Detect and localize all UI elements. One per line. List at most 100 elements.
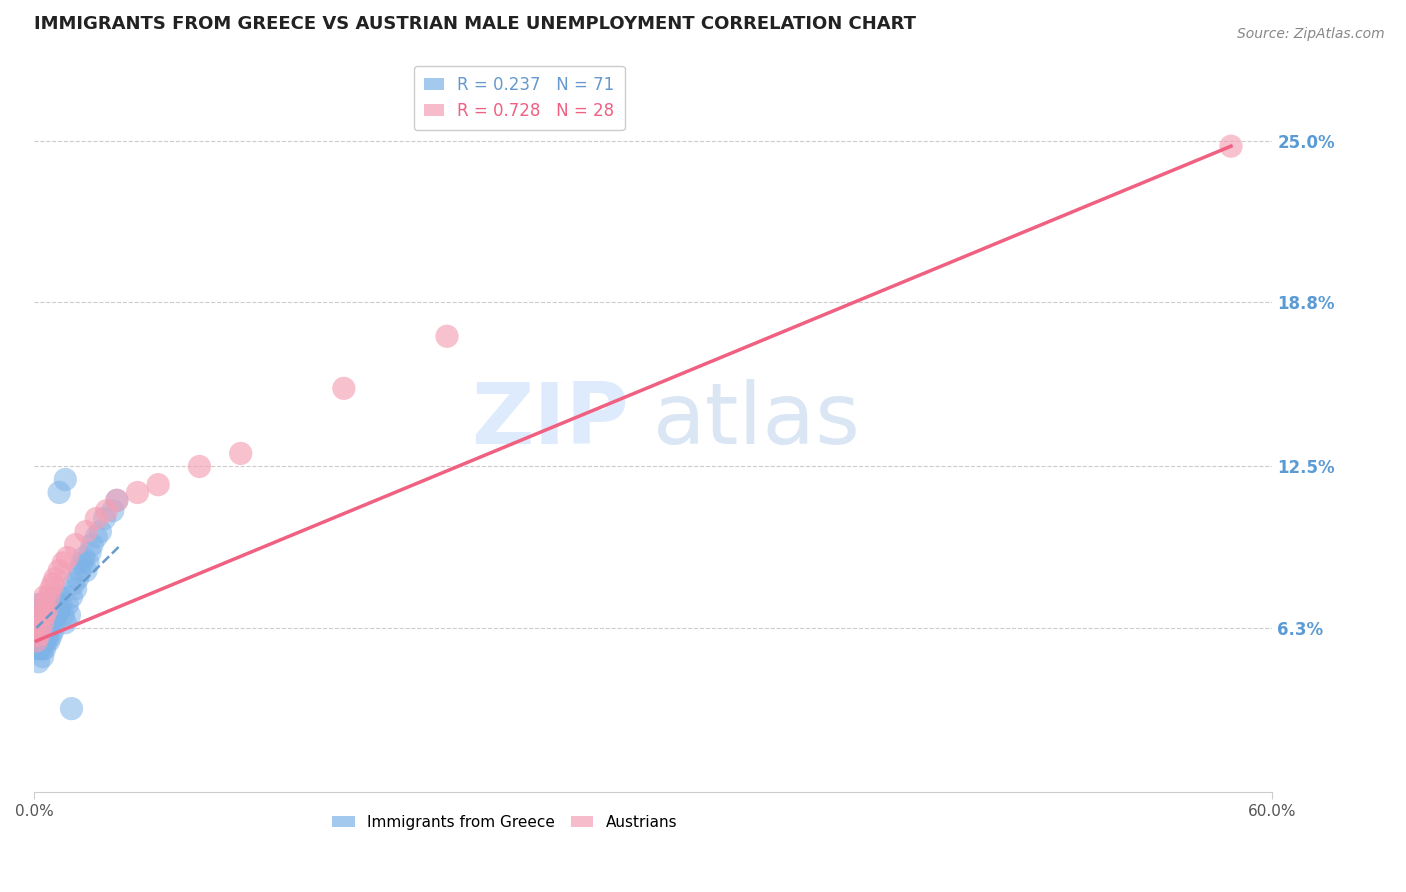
Point [35,615,58,630]
Point [65,538,87,552]
Point [60,701,83,715]
Point [39,629,62,643]
Point [56,598,79,612]
Point [44,590,66,604]
Point [34,603,56,617]
Point [30,621,52,635]
Point [38,590,60,604]
Point [75,564,97,578]
Point [27,629,49,643]
Point [31,615,53,630]
Point [229,446,252,460]
Point [53,473,76,487]
Point [27,655,49,669]
Point [53,615,76,630]
Point [27,634,49,648]
Point [79,545,101,559]
Point [30,598,52,612]
Point [27,624,49,638]
Point [46,607,69,622]
Point [34,624,56,638]
Point [31,649,53,664]
Point [35,603,58,617]
Point [82,538,104,552]
Point [30,607,52,622]
Point [38,624,60,638]
Point [105,493,128,508]
Point [42,624,65,638]
Point [25,629,48,643]
Point [44,571,66,585]
Point [27,629,49,643]
Point [44,603,66,617]
Point [30,607,52,622]
Point [58,607,80,622]
Point [34,641,56,656]
Point [34,634,56,648]
Point [75,524,97,539]
Point [27,641,49,656]
Point [89,524,111,539]
Text: Source: ZipAtlas.com: Source: ZipAtlas.com [1237,27,1385,41]
Text: IMMIGRANTS FROM GREECE VS AUSTRIAN MALE UNEMPLOYMENT CORRELATION CHART: IMMIGRANTS FROM GREECE VS AUSTRIAN MALE … [34,15,917,33]
Point [52,607,75,622]
Point [27,603,49,617]
Point [31,641,53,656]
Point [188,459,211,474]
Point [31,615,53,630]
Text: atlas: atlas [654,379,862,462]
Point [31,598,53,612]
Point [35,603,58,617]
Point [66,571,89,585]
Point [77,556,100,570]
Point [101,504,124,518]
Point [96,504,118,518]
Point [38,615,60,630]
Point [70,556,93,570]
Point [73,550,96,565]
Point [69,564,91,578]
Point [46,598,69,612]
Point [51,598,73,612]
Point [34,615,56,630]
Point [27,598,49,612]
Point [25,634,48,648]
Point [48,485,70,500]
Point [38,634,60,648]
Point [1220,139,1243,153]
Point [84,511,107,525]
Point [93,511,115,525]
Point [65,582,87,596]
Point [30,634,52,648]
Point [30,641,52,656]
Point [52,556,75,570]
Point [39,607,62,622]
Point [48,564,70,578]
Point [39,582,62,596]
Point [30,624,52,638]
Point [42,607,65,622]
Point [48,590,70,604]
Point [27,615,49,630]
Point [39,615,62,630]
Point [105,493,128,508]
Point [27,607,49,622]
Point [48,603,70,617]
Point [436,329,458,343]
Point [42,576,65,591]
Point [34,607,56,622]
Point [31,607,53,622]
Point [25,641,48,656]
Point [56,550,79,565]
Text: ZIP: ZIP [471,379,628,462]
Point [30,629,52,643]
Point [44,615,66,630]
Point [60,590,83,604]
Point [35,629,58,643]
Point [35,634,58,648]
Point [34,590,56,604]
Point [31,634,53,648]
Point [333,381,356,395]
Legend: Immigrants from Greece, Austrians: Immigrants from Greece, Austrians [326,809,683,837]
Point [62,576,84,591]
